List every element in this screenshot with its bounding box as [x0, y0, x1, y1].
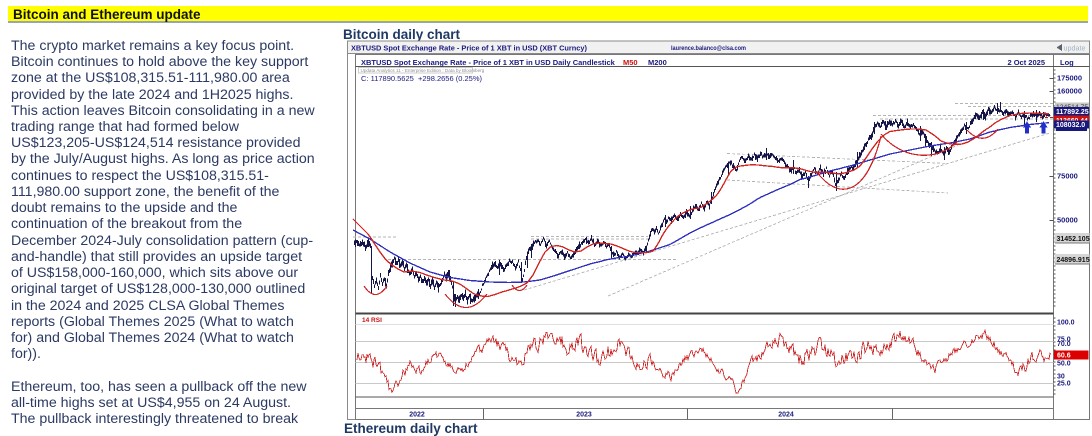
svg-text:2 Oct 2025: 2 Oct 2025: [1007, 58, 1045, 67]
svg-text:M200: M200: [648, 58, 667, 67]
svg-text:C: 117890.5625 +298.2656 (0.2: C: 117890.5625 +298.2656 (0.25%): [361, 74, 482, 83]
svg-text:Updata Analytics 11 - Enterpri: Updata Analytics 11 - Enterprise Edition…: [361, 68, 485, 73]
svg-text:update: update: [1064, 44, 1086, 53]
svg-text:60.6: 60.6: [1057, 353, 1071, 360]
svg-text:25.0: 25.0: [1057, 381, 1071, 388]
svg-text:75000: 75000: [1057, 172, 1078, 181]
svg-text:30: 30: [1057, 374, 1065, 381]
svg-text:2023: 2023: [576, 412, 592, 419]
svg-text:Log: Log: [1060, 58, 1074, 67]
svg-text:50.0: 50.0: [1057, 361, 1071, 368]
svg-text:2022: 2022: [409, 412, 425, 419]
svg-text:M50: M50: [623, 58, 638, 67]
svg-text:50000: 50000: [1057, 216, 1078, 225]
svg-text:laurence.balanco@clsa.com: laurence.balanco@clsa.com: [671, 45, 746, 52]
svg-text:24896.915: 24896.915: [1057, 257, 1090, 264]
svg-text:XBTUSD Spot Exchange Rate - Pr: XBTUSD Spot Exchange Rate - Price of 1 X…: [361, 58, 616, 67]
svg-text:160000: 160000: [1057, 87, 1082, 96]
svg-text:70.0: 70.0: [1057, 341, 1071, 348]
svg-text:108032.0: 108032.0: [1056, 122, 1085, 129]
svg-text:31452.105: 31452.105: [1057, 236, 1090, 243]
svg-text:2024: 2024: [778, 412, 794, 419]
svg-text:75.0: 75.0: [1057, 337, 1071, 344]
svg-text:117892.25: 117892.25: [1056, 109, 1089, 116]
svg-text:100.0: 100.0: [1057, 320, 1075, 327]
svg-text:175000: 175000: [1057, 74, 1082, 83]
svg-text:14 RSI: 14 RSI: [362, 317, 382, 324]
svg-text:XBTUSD Spot Exchange Rate - Pr: XBTUSD Spot Exchange Rate - Price of 1 X…: [351, 44, 588, 53]
